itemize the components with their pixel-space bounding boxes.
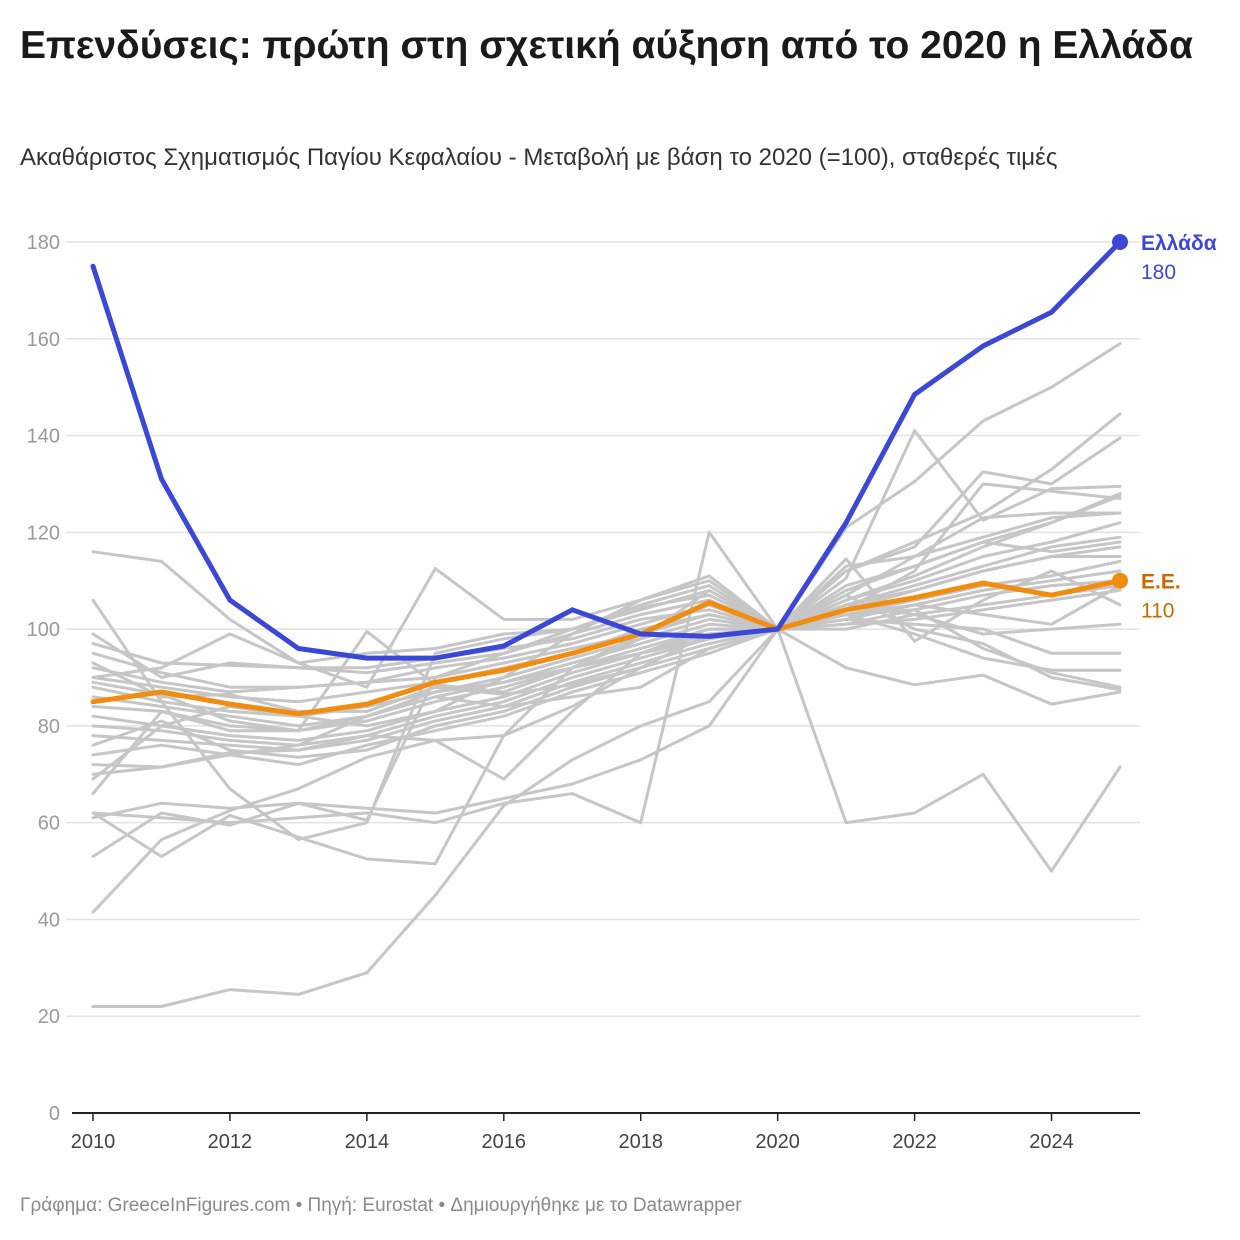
background-series-line (91, 511, 1122, 670)
x-tick-label: 2024 (1029, 1131, 1074, 1153)
background-series-line (91, 342, 1122, 866)
background-series-line (91, 540, 1122, 689)
highlighted-series (90, 234, 1128, 717)
background-series (91, 342, 1122, 1008)
background-series-line (91, 588, 1122, 747)
series-line (90, 578, 1123, 717)
y-tick-label: 160 (27, 329, 60, 351)
background-series-line (91, 627, 1122, 873)
y-tick-label: 60 (38, 813, 60, 835)
x-tick-label: 2020 (755, 1131, 800, 1153)
series-line (90, 239, 1123, 661)
y-tick-label: 80 (38, 716, 60, 738)
background-series-line (91, 557, 1122, 752)
background-series-line (91, 535, 1122, 1008)
chart-subtitle: Ακαθάριστος Σχηματισμός Παγίου Κεφαλαίου… (20, 144, 1058, 171)
x-tick-label: 2022 (892, 1131, 937, 1153)
background-series-line (91, 603, 1122, 767)
background-series-line (91, 530, 1122, 825)
background-series-line (91, 569, 1122, 728)
chart-title: Επενδύσεις: πρώτη στη σχετική αύξηση από… (20, 24, 1193, 67)
background-series-line (91, 412, 1122, 733)
x-tick-label: 2018 (618, 1131, 663, 1153)
y-tick-label: 140 (27, 426, 60, 448)
series-value-label: 180 (1141, 261, 1176, 284)
y-tick-label: 0 (49, 1103, 60, 1125)
x-tick-label: 2016 (482, 1131, 527, 1153)
series-name-label: Ε.Ε. (1141, 571, 1181, 594)
x-axis-tick-labels: 2010 2012 2014 2016 2018 2020 2022 2024 (71, 1113, 1074, 1153)
series-end-marker (1112, 234, 1128, 250)
background-series-line (91, 492, 1122, 914)
y-axis-tick-labels: 0 20 40 60 80 100 120 140 160 180 (27, 232, 60, 1125)
x-tick-label: 2010 (71, 1131, 116, 1153)
source-footer: Γράφημα: GreeceInFigures.com • Πηγή: Eur… (20, 1195, 742, 1216)
y-tick-label: 100 (27, 619, 60, 641)
background-series-line (91, 617, 1122, 776)
series-end-marker (1112, 572, 1128, 589)
background-series-line (91, 579, 1122, 733)
background-series-line (91, 593, 1122, 796)
background-series-line (91, 436, 1122, 689)
background-series-line (91, 584, 1122, 713)
y-tick-label: 20 (38, 1006, 60, 1028)
y-tick-label: 120 (27, 522, 60, 544)
end-labels: Ε.Ε. 110 Ελλάδα 180 (1141, 232, 1217, 623)
series-name-label: Ελλάδα (1141, 232, 1217, 255)
x-tick-label: 2012 (208, 1131, 253, 1153)
series-value-label: 110 (1141, 600, 1174, 623)
x-tick-label: 2014 (345, 1131, 390, 1153)
y-tick-label: 40 (38, 909, 60, 931)
y-tick-label: 180 (27, 232, 60, 254)
